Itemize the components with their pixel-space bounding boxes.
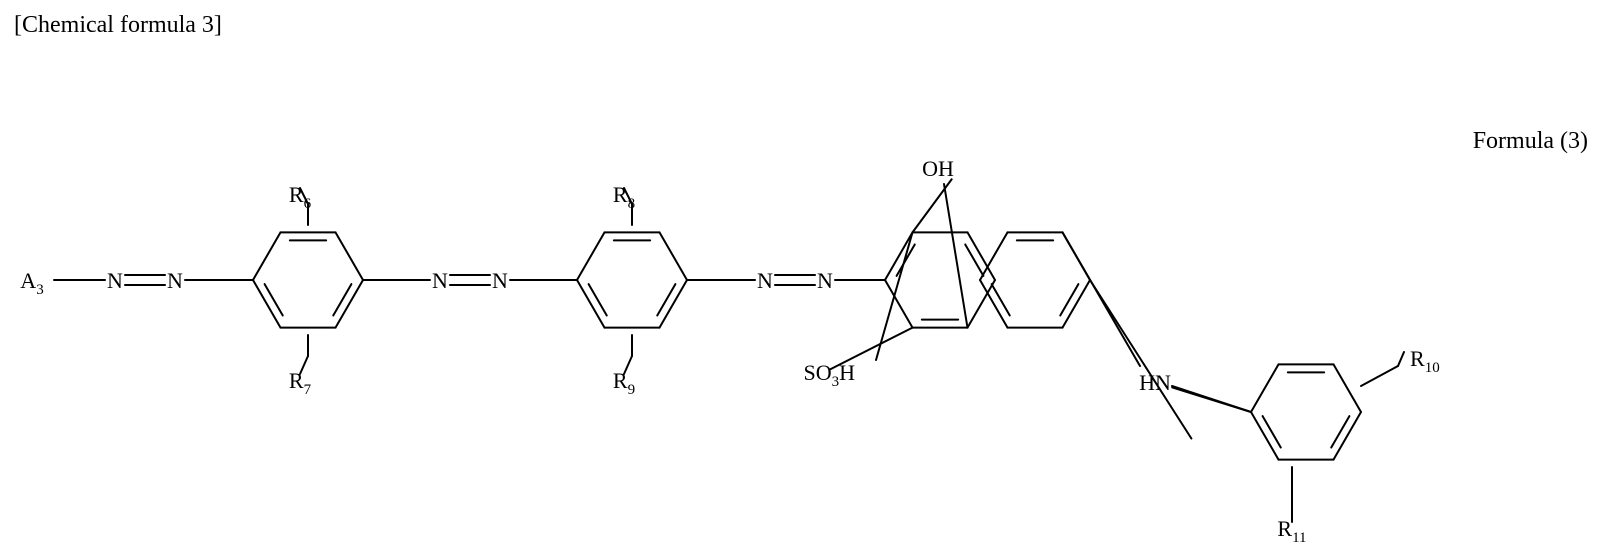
svg-text:R9: R9 xyxy=(613,368,635,398)
svg-text:OH: OH xyxy=(922,156,954,181)
page: [Chemical formula 3] Formula (3) A3 N N N N N… xyxy=(0,0,1616,543)
svg-text:R7: R7 xyxy=(289,368,312,398)
svg-text:N: N xyxy=(107,268,123,293)
svg-text:N: N xyxy=(492,268,508,293)
svg-text:HN: HN xyxy=(1139,370,1171,395)
svg-text:R10: R10 xyxy=(1410,346,1440,376)
svg-text:R6: R6 xyxy=(289,182,312,212)
svg-text:N: N xyxy=(432,268,448,293)
svg-text:R8: R8 xyxy=(613,182,635,212)
svg-text:N: N xyxy=(817,268,833,293)
svg-text:N: N xyxy=(167,268,183,293)
formula-number-label: Formula (3) xyxy=(1473,128,1588,155)
diagram-heading: [Chemical formula 3] xyxy=(14,12,222,39)
svg-text:N: N xyxy=(757,268,773,293)
svg-text:SO3H: SO3H xyxy=(803,360,855,390)
svg-text:R11: R11 xyxy=(1277,516,1306,543)
svg-text:A3: A3 xyxy=(20,268,43,298)
chemical-structure-diagram: A3 N N N N N N OH SO3H HN R6 R7 R8 R9 R10 R11 xyxy=(0,0,1616,543)
